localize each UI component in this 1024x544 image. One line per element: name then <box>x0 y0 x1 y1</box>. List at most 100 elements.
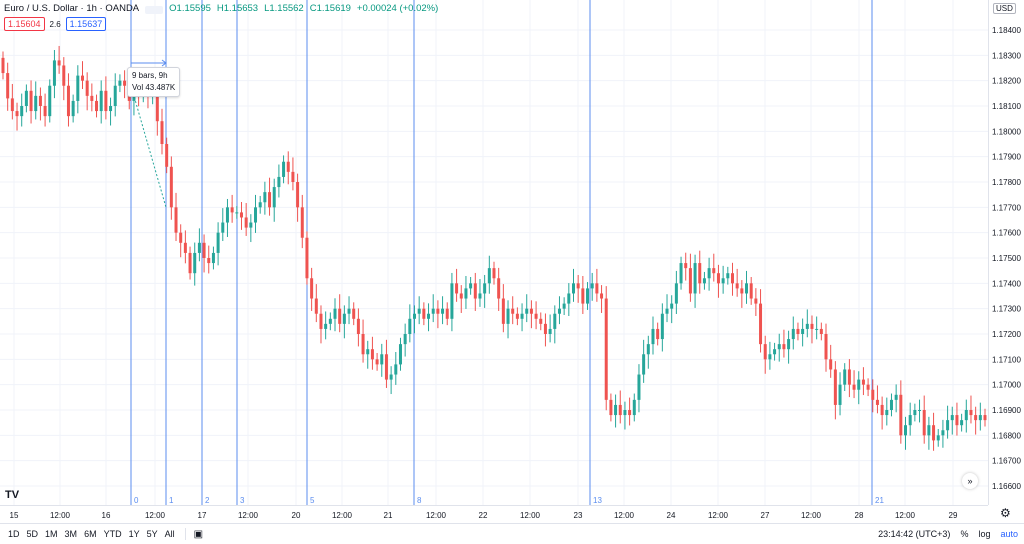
right-controls: 23:14:42 (UTC+3) % log auto <box>878 524 1018 544</box>
candle-body <box>95 100 99 112</box>
sell-price-button[interactable]: 1.15604 <box>4 17 45 31</box>
candle-body <box>183 242 187 253</box>
timeframe-button-ytd[interactable]: YTD <box>103 529 122 539</box>
bid-ask-panel: 1.15604 2.6 1.15637 <box>4 17 107 31</box>
fib-zone-label: 3 <box>240 496 245 505</box>
price-label: 1.17500 <box>992 254 1021 263</box>
candle-body <box>623 410 627 416</box>
candle-body <box>277 176 281 188</box>
price-label: 1.16800 <box>992 431 1021 440</box>
timeframe-button-6m[interactable]: 6M <box>84 529 97 539</box>
candle-body <box>328 318 332 324</box>
chevron-right-icon[interactable]: » <box>962 473 978 489</box>
clock-readout[interactable]: 23:14:42 (UTC+3) <box>878 529 951 539</box>
time-label: 24 <box>667 511 676 520</box>
time-scale[interactable]: 15 12:00 16 12:00 17 12:00 20 12:00 21 12:00 22 12:… <box>0 505 988 524</box>
candle-body <box>300 207 304 238</box>
fib-zone-label: 0 <box>134 496 139 505</box>
candle-body <box>660 313 664 340</box>
candle-body <box>904 425 908 436</box>
time-label: 12:00 <box>238 511 259 520</box>
percent-toggle[interactable]: % <box>960 529 969 539</box>
timeframe-buttons: 1D 5D 1M 3M 6M YTD 1Y 5Y All <box>0 529 175 539</box>
timeframe-button-1m[interactable]: 1M <box>45 529 58 539</box>
calendar-icon[interactable]: ▣ <box>193 528 204 540</box>
candle-body <box>361 334 365 355</box>
candle-body <box>974 415 978 421</box>
timeframe-button-all[interactable]: All <box>164 529 175 539</box>
fib-zone-label: 1 <box>169 496 174 505</box>
buy-price-button[interactable]: 1.15637 <box>65 17 107 31</box>
candle-body <box>403 334 407 345</box>
candle-body <box>543 323 547 334</box>
fib-zone-label: 13 <box>593 496 602 505</box>
currency-button[interactable]: USD <box>993 3 1016 14</box>
log-toggle[interactable]: log <box>978 529 991 539</box>
candle-body <box>642 354 646 375</box>
price-label: 1.16900 <box>992 406 1021 415</box>
candle-body <box>413 313 417 319</box>
timeframe-button-1y[interactable]: 1Y <box>128 529 140 539</box>
time-label: 12:00 <box>708 511 729 520</box>
gear-icon[interactable]: ⚙ <box>1000 506 1011 520</box>
candle-body <box>529 308 533 314</box>
legend-toggle-icon[interactable] <box>145 5 164 14</box>
candle-body <box>20 106 24 117</box>
candle-body <box>469 283 473 289</box>
candle-body <box>754 298 758 304</box>
time-label: 12:00 <box>801 511 822 520</box>
candle-body <box>609 399 613 416</box>
candle-body <box>408 318 412 334</box>
candle-body <box>492 268 496 279</box>
time-label: 12:00 <box>614 511 635 520</box>
candle-body <box>506 308 510 324</box>
price-scale[interactable]: 1.18400 1.18300 1.18200 1.18100 1.18000 1.179… <box>988 0 1024 505</box>
candle-body <box>104 90 108 112</box>
chart-pane[interactable]: 0 1 2 3 5 8 13 21 <box>0 0 988 505</box>
candle-body <box>791 328 795 340</box>
timeframe-button-5y[interactable]: 5Y <box>146 529 158 539</box>
candle-body <box>941 430 945 436</box>
timeframe-button-3m[interactable]: 3M <box>64 529 78 539</box>
candle-body <box>473 283 477 299</box>
candle-body <box>43 106 47 117</box>
timeframe-button-5d[interactable]: 5D <box>26 529 39 539</box>
candle-body <box>880 404 884 416</box>
candle-body <box>384 354 388 380</box>
candle-body <box>99 90 103 112</box>
auto-toggle[interactable]: auto <box>1000 529 1018 539</box>
candle-body <box>936 435 940 441</box>
symbol-title[interactable]: Euro / U.S. Dollar · 1h · OANDA <box>4 3 140 14</box>
time-label: 16 <box>102 511 111 520</box>
candle-body <box>787 339 791 350</box>
price-label: 1.17900 <box>992 153 1021 162</box>
candlestick-chart[interactable]: 0 1 2 3 5 8 13 21 <box>0 0 988 505</box>
fib-zone-label: 2 <box>205 496 210 505</box>
candle-body <box>824 334 828 360</box>
candle-body <box>749 283 753 299</box>
time-label: 12:00 <box>895 511 916 520</box>
candle-body <box>380 354 384 365</box>
candle-body <box>29 90 33 112</box>
candle-body <box>562 303 566 309</box>
candle-body <box>310 278 314 299</box>
price-scale-labels: 1.18400 1.18300 1.18200 1.18100 1.18000 1.179… <box>992 26 1021 491</box>
candle-body <box>590 283 594 289</box>
candle-body <box>918 410 922 411</box>
candle-body <box>174 207 178 233</box>
candle-body <box>445 308 449 319</box>
time-label: 12:00 <box>520 511 541 520</box>
timeframe-button-1d[interactable]: 1D <box>8 529 20 539</box>
candle-body <box>160 121 164 144</box>
candle-body <box>632 399 636 416</box>
candle-body <box>819 328 823 334</box>
candle-body <box>763 344 767 360</box>
candle-body <box>852 384 856 390</box>
candle-body <box>10 98 14 112</box>
candle-body <box>932 425 936 441</box>
candle-body <box>501 298 505 324</box>
candle-body <box>450 283 454 319</box>
candle-body <box>520 313 524 319</box>
candle-body <box>899 394 903 436</box>
candle-body <box>221 222 225 233</box>
